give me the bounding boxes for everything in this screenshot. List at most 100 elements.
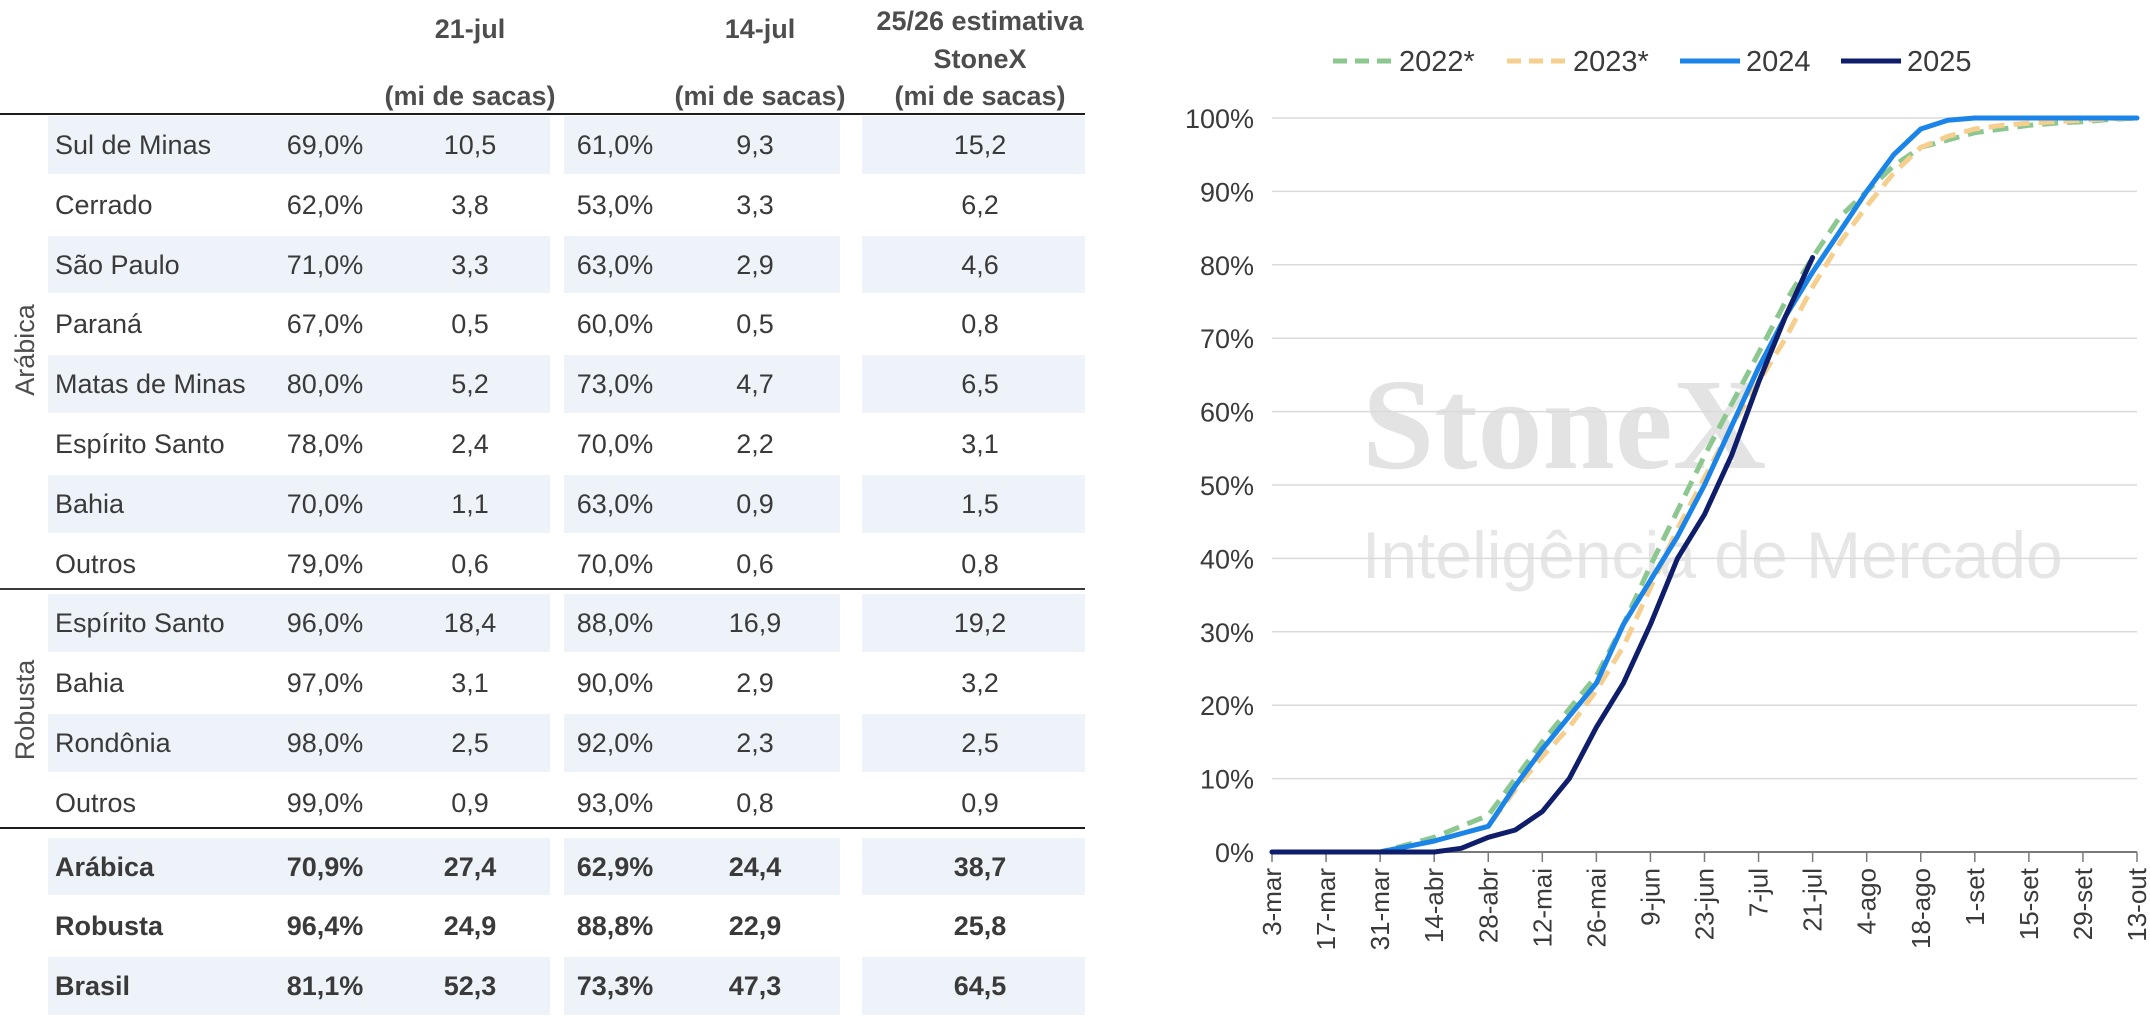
row-name: Bahia bbox=[55, 488, 125, 519]
header-rule bbox=[0, 113, 1085, 115]
y-tick-label: 0% bbox=[1215, 838, 1254, 868]
header-estimate-unit: (mi de sacas) bbox=[894, 81, 1066, 111]
row-stripe bbox=[862, 355, 1085, 413]
row-name: São Paulo bbox=[55, 249, 180, 280]
week2-volume: 0,9 bbox=[736, 488, 774, 519]
legend-label: 2025 bbox=[1907, 46, 1972, 78]
total-week2-volume: 22,9 bbox=[728, 911, 782, 942]
week1-percent: 97,0% bbox=[286, 668, 364, 699]
x-tick-label: 3-mar bbox=[1257, 868, 1287, 936]
harvest-progress-chart: StoneX Inteligência de Mercado 0% 10% 20% 3… bbox=[1150, 0, 2150, 1034]
row-name: Bahia bbox=[55, 668, 125, 699]
x-tick-label: 23-jun bbox=[1690, 868, 1720, 940]
week2-percent: 73,0% bbox=[576, 369, 654, 400]
x-tick-label: 17-mar bbox=[1311, 868, 1341, 951]
group-label-robusta: Robusta bbox=[10, 659, 40, 761]
x-tick-label: 7-jul bbox=[1744, 868, 1774, 917]
estimate-volume: 19,2 bbox=[953, 608, 1007, 639]
week2-percent: 92,0% bbox=[576, 728, 654, 758]
total-estimate-volume: 64,5 bbox=[953, 971, 1007, 1002]
estimate-volume: 0,9 bbox=[961, 787, 999, 818]
x-tick-label: 29-set bbox=[2068, 867, 2098, 940]
row-name: Outros bbox=[55, 787, 137, 818]
row-stripe bbox=[564, 116, 840, 174]
y-tick-label: 30% bbox=[1200, 618, 1254, 648]
x-tick-label: 28-abr bbox=[1473, 868, 1503, 943]
legend-label: 2022* bbox=[1399, 46, 1475, 78]
total-week2-volume: 24,4 bbox=[728, 851, 782, 882]
row-name: Matas de Minas bbox=[55, 369, 246, 400]
row-stripe bbox=[862, 116, 1085, 174]
row-name: Paraná bbox=[55, 309, 143, 340]
x-tick-label: 15-set bbox=[2014, 867, 2044, 940]
row-stripe bbox=[862, 474, 1085, 533]
row-stripe bbox=[862, 594, 1085, 653]
row-stripe bbox=[48, 594, 550, 653]
total-week2-percent: 88,8% bbox=[576, 911, 654, 942]
estimate-volume: 2,5 bbox=[961, 728, 999, 758]
row-stripe bbox=[48, 116, 550, 174]
y-tick-label: 60% bbox=[1200, 398, 1254, 428]
series-line-2022 bbox=[1272, 115, 2138, 855]
header-week1-date: 21-jul bbox=[434, 14, 506, 44]
watermark-brand: StoneX bbox=[1362, 353, 1766, 497]
y-tick-label: 40% bbox=[1200, 544, 1254, 574]
y-tick-label: 20% bbox=[1200, 691, 1254, 721]
week2-percent: 90,0% bbox=[576, 668, 654, 699]
estimate-volume: 6,2 bbox=[961, 189, 999, 220]
header-estimate-line2: StoneX bbox=[933, 44, 1027, 74]
week2-volume: 2,9 bbox=[736, 249, 774, 280]
week2-percent: 53,0% bbox=[576, 189, 654, 220]
harvest-table: 21-jul (mi de sacas) 14-jul (mi de sacas… bbox=[0, 6, 1085, 1015]
week2-volume: 0,5 bbox=[736, 309, 774, 340]
y-tick-label: 100% bbox=[1185, 104, 1254, 134]
header-estimate-line1: 25/26 estimativa bbox=[876, 6, 1084, 36]
week1-volume: 3,8 bbox=[451, 189, 489, 220]
week2-percent: 61,0% bbox=[576, 130, 654, 160]
estimate-volume: 3,1 bbox=[961, 429, 999, 459]
week2-percent: 60,0% bbox=[576, 309, 654, 340]
week2-percent: 70,0% bbox=[576, 429, 654, 459]
week1-percent: 79,0% bbox=[286, 548, 364, 579]
estimate-volume: 0,8 bbox=[961, 548, 999, 579]
x-tick-label: 18-ago bbox=[1906, 868, 1936, 949]
week2-percent: 93,0% bbox=[576, 787, 654, 818]
row-stripe bbox=[48, 235, 550, 294]
row-stripe bbox=[48, 837, 550, 896]
week1-volume: 3,1 bbox=[451, 668, 489, 699]
week1-percent: 80,0% bbox=[286, 369, 364, 400]
y-tick-label: 90% bbox=[1200, 177, 1254, 207]
row-stripe bbox=[564, 957, 840, 1015]
week2-percent: 63,0% bbox=[576, 488, 654, 519]
week1-volume: 1,1 bbox=[451, 488, 489, 519]
y-tick-label: 70% bbox=[1200, 324, 1254, 354]
x-tick-label: 31-mar bbox=[1365, 868, 1395, 951]
header-week1-unit: (mi de sacas) bbox=[384, 81, 556, 111]
series-line-2024 bbox=[1269, 115, 2140, 855]
row-stripe bbox=[564, 594, 840, 653]
week1-volume: 0,9 bbox=[451, 787, 489, 818]
totals-rule bbox=[0, 827, 1085, 829]
total-week1-volume: 27,4 bbox=[443, 851, 497, 882]
row-stripe bbox=[48, 714, 550, 772]
total-week2-percent: 73,3% bbox=[576, 971, 654, 1002]
week2-volume: 2,9 bbox=[736, 668, 774, 699]
total-week1-volume: 24,9 bbox=[443, 911, 497, 942]
row-name: Espírito Santo bbox=[55, 429, 225, 459]
row-stripe bbox=[862, 957, 1085, 1015]
estimate-volume: 15,2 bbox=[953, 130, 1007, 160]
x-tick-label: 26-mai bbox=[1581, 868, 1611, 947]
row-stripe bbox=[48, 355, 550, 413]
chart-canvas: StoneX Inteligência de Mercado 0% 10% 20% 3… bbox=[1185, 46, 2150, 951]
estimate-volume: 3,2 bbox=[961, 668, 999, 699]
x-tick-label: 21-jul bbox=[1798, 868, 1828, 932]
x-tick-label: 12-mai bbox=[1527, 868, 1557, 947]
week1-volume: 5,2 bbox=[451, 369, 489, 400]
week1-volume: 2,4 bbox=[451, 429, 489, 459]
total-row-name: Brasil bbox=[55, 971, 131, 1002]
legend: 2022* 2023* 2024 2025 bbox=[1333, 46, 1972, 78]
row-stripe bbox=[564, 837, 840, 896]
estimate-volume: 1,5 bbox=[961, 488, 999, 519]
total-estimate-volume: 25,8 bbox=[953, 911, 1007, 942]
week2-volume: 3,3 bbox=[736, 189, 774, 220]
